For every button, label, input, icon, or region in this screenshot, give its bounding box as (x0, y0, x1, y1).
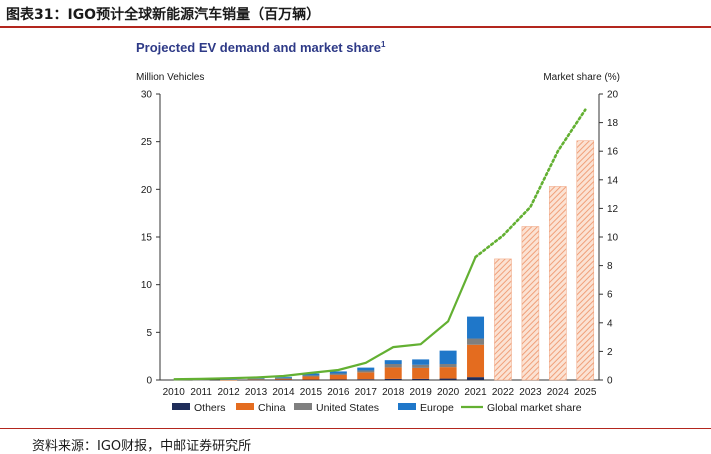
bar-china (412, 367, 430, 379)
y-tick-label: 0 (146, 376, 152, 387)
bar-others (274, 379, 292, 381)
legend-swatch (294, 403, 312, 410)
market-share-line-actual (173, 256, 477, 381)
chart-title: Projected EV demand and market share1 (136, 40, 386, 55)
bar-others (329, 379, 347, 381)
x-tick-label: 2015 (300, 387, 323, 398)
figure-title: 图表31：IGO预计全球新能源汽车销量（百万辆） (6, 7, 321, 23)
bar-china (467, 344, 485, 378)
y2-tick-label: 4 (607, 318, 613, 329)
y-axis-label: Million Vehicles (136, 72, 204, 83)
bar-others (357, 379, 375, 380)
y2-tick-label: 18 (607, 118, 619, 129)
x-tick-label: 2025 (574, 387, 597, 398)
market-share-line-projected (474, 108, 587, 259)
bar-europe (439, 350, 457, 364)
bar-projected-total (521, 226, 540, 381)
y2-tick-label: 10 (607, 233, 619, 244)
y2-tick-label: 8 (607, 261, 613, 272)
legend-label: China (258, 402, 286, 414)
bar-china (384, 367, 402, 379)
bar-projected-total (549, 186, 567, 381)
legend-label: United States (316, 402, 379, 414)
y2-tick-label: 6 (607, 290, 613, 301)
bar-united-states (467, 338, 485, 345)
bar-united-states (412, 364, 430, 368)
legend-swatch (398, 403, 416, 410)
x-tick-label: 2012 (217, 387, 240, 398)
legend-label: Europe (420, 402, 454, 414)
y2-tick-label: 12 (607, 204, 619, 215)
legend-label: Others (194, 402, 226, 414)
y2-axis-label: Market share (%) (543, 72, 620, 83)
bar-others (302, 379, 320, 381)
bar-united-states (439, 363, 457, 368)
x-tick-label: 2016 (327, 387, 350, 398)
x-tick-label: 2010 (163, 387, 186, 398)
x-tick-label: 2013 (245, 387, 268, 398)
bar-europe (274, 376, 292, 378)
bar-europe (384, 360, 402, 364)
legend-label: Global market share (487, 402, 582, 414)
y-tick-label: 30 (141, 90, 153, 101)
x-tick-label: 2018 (382, 387, 405, 398)
bar-china (220, 379, 238, 381)
bar-china (247, 379, 265, 381)
bar-china (439, 367, 457, 379)
x-tick-label: 2023 (519, 387, 542, 398)
y2-tick-label: 16 (607, 147, 619, 158)
source-note: 资料来源：IGO财报，中邮证券研究所 (32, 439, 252, 454)
figure-header: 图表31：IGO预计全球新能源汽车销量（百万辆） (0, 0, 711, 28)
y-tick-label: 20 (141, 185, 153, 196)
legend: Others China United States Europe Global mar… (172, 402, 582, 414)
legend-swatch (172, 403, 190, 410)
ev-demand-chart: Projected EV demand and market share1 Mi… (136, 40, 620, 414)
x-tick-label: 2017 (355, 387, 378, 398)
bar-united-states (247, 378, 265, 380)
y2-tick-label: 20 (607, 90, 619, 101)
bar-united-states (192, 379, 210, 381)
bar-europe (467, 316, 485, 339)
bar-china (274, 378, 292, 380)
bar-europe (220, 379, 238, 380)
x-tick-label: 2014 (272, 387, 295, 398)
bar-europe (357, 367, 375, 371)
bar-united-states (329, 373, 347, 375)
bar-united-states (274, 377, 292, 379)
x-tick-label: 2022 (492, 387, 515, 398)
bar-china (357, 372, 375, 380)
bar-projected-total (576, 140, 595, 381)
bar-china (302, 376, 320, 380)
y2-tick-label: 0 (607, 376, 613, 387)
legend-swatch (236, 403, 254, 410)
bar-projected-total (494, 258, 512, 381)
y-tick-label: 10 (141, 280, 153, 291)
x-tick-label: 2024 (547, 387, 570, 398)
bar-others (467, 377, 485, 380)
bar-others (439, 378, 457, 380)
bar-others (384, 378, 402, 380)
y-tick-label: 15 (141, 233, 153, 244)
bar-united-states (384, 363, 402, 368)
y2-tick-label: 2 (607, 347, 613, 358)
y-tick-label: 25 (141, 137, 153, 148)
bar-united-states (302, 375, 320, 377)
bar-europe (302, 373, 320, 376)
figure-footer: 资料来源：IGO财报，中邮证券研究所 (0, 428, 711, 454)
y-tick-label: 5 (146, 328, 152, 339)
bar-united-states (357, 370, 375, 373)
x-tick-label: 2021 (464, 387, 487, 398)
x-tick-label: 2019 (410, 387, 433, 398)
y2-tick-label: 14 (607, 175, 619, 186)
bar-china (329, 374, 347, 380)
bar-europe (329, 371, 347, 374)
bar-europe (412, 359, 430, 365)
x-tick-label: 2020 (437, 387, 460, 398)
bar-others (412, 378, 430, 380)
x-tick-label: 2011 (190, 387, 212, 398)
